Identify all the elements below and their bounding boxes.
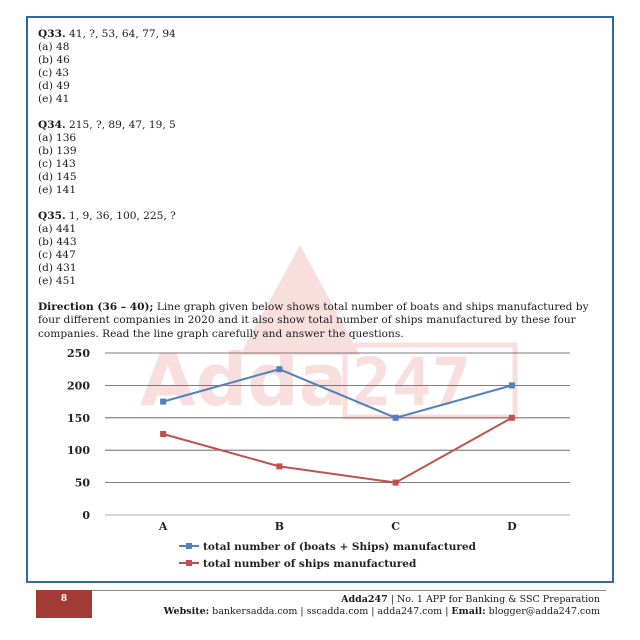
y-tick-label: 200 bbox=[67, 379, 90, 392]
x-tick-label: B bbox=[275, 520, 284, 533]
option: (c) 43 bbox=[38, 67, 70, 79]
y-tick-label: 100 bbox=[67, 444, 90, 457]
legend-marker bbox=[186, 543, 192, 549]
option: (e) 141 bbox=[38, 184, 77, 196]
question-number: Q33. bbox=[38, 28, 66, 40]
option: (a) 441 bbox=[38, 223, 77, 235]
option: (e) 451 bbox=[38, 275, 77, 287]
option: (a) 136 bbox=[38, 132, 77, 144]
x-tick-label: C bbox=[391, 520, 400, 533]
option: (a) 48 bbox=[38, 41, 70, 53]
question-number: Q34. bbox=[38, 119, 66, 131]
question-34: Q34. 215, ?, 89, 47, 19, 5 (a) 136 (b) 1… bbox=[38, 119, 608, 197]
footer-tagline: | No. 1 APP for Banking & SSC Preparatio… bbox=[387, 594, 600, 605]
data-point bbox=[276, 366, 283, 373]
data-point bbox=[276, 463, 283, 470]
question-series: 1, 9, 36, 100, 225, ? bbox=[69, 210, 176, 222]
question-series: 215, ?, 89, 47, 19, 5 bbox=[69, 119, 176, 131]
option: (e) 41 bbox=[38, 93, 70, 105]
question-33: Q33. 41, ?, 53, 64, 77, 94 (a) 48 (b) 46… bbox=[38, 28, 608, 106]
option: (d) 431 bbox=[38, 262, 77, 274]
series-line bbox=[162, 368, 513, 419]
question-content: Q33. 41, ?, 53, 64, 77, 94 (a) 48 (b) 46… bbox=[38, 28, 608, 341]
footer-websites: bankersadda.com | sscadda.com | adda247.… bbox=[209, 606, 452, 617]
footer-email-label: Email: bbox=[451, 606, 486, 617]
question-series: 41, ?, 53, 64, 77, 94 bbox=[69, 28, 176, 40]
option: (b) 139 bbox=[38, 145, 77, 157]
y-tick-label: 0 bbox=[82, 509, 90, 522]
footer-brand: Adda247 bbox=[341, 594, 388, 605]
x-tick-label: A bbox=[158, 520, 168, 533]
option: (c) 447 bbox=[38, 249, 76, 261]
direction-text: Line graph given below shows total numbe… bbox=[38, 301, 589, 340]
footer-email: blogger@adda247.com bbox=[485, 606, 600, 617]
y-tick-label: 50 bbox=[75, 477, 91, 490]
option: (b) 443 bbox=[38, 236, 77, 248]
x-tick-label: D bbox=[507, 520, 517, 533]
data-point bbox=[508, 382, 515, 389]
question-35: Q35. 1, 9, 36, 100, 225, ? (a) 441 (b) 4… bbox=[38, 210, 608, 288]
option: (d) 145 bbox=[38, 171, 77, 183]
data-point bbox=[392, 414, 399, 421]
page-border bbox=[26, 16, 614, 583]
option: (b) 46 bbox=[38, 54, 70, 66]
legend-label: total number of (boats + Ships) manufact… bbox=[203, 541, 477, 553]
data-point bbox=[160, 431, 167, 437]
y-tick-label: 150 bbox=[67, 412, 90, 425]
y-tick-label: 250 bbox=[67, 347, 90, 360]
option: (d) 49 bbox=[38, 80, 70, 92]
series-line bbox=[162, 416, 513, 484]
question-number: Q35. bbox=[38, 210, 66, 222]
data-point bbox=[392, 479, 399, 486]
direction-label: Direction (36 – 40); bbox=[38, 301, 154, 313]
direction-paragraph: Direction (36 – 40); Line graph given be… bbox=[38, 301, 608, 341]
option: (c) 143 bbox=[38, 158, 76, 170]
data-point bbox=[508, 414, 515, 421]
legend-marker bbox=[186, 560, 192, 566]
footer-website-label: Website: bbox=[163, 606, 210, 617]
data-point bbox=[160, 398, 167, 405]
page-number: 8 bbox=[36, 590, 92, 618]
footer-divider bbox=[92, 590, 606, 591]
legend-label: total number of ships manufactured bbox=[203, 558, 417, 570]
footer-text: Adda247 | No. 1 APP for Banking & SSC Pr… bbox=[164, 594, 600, 618]
